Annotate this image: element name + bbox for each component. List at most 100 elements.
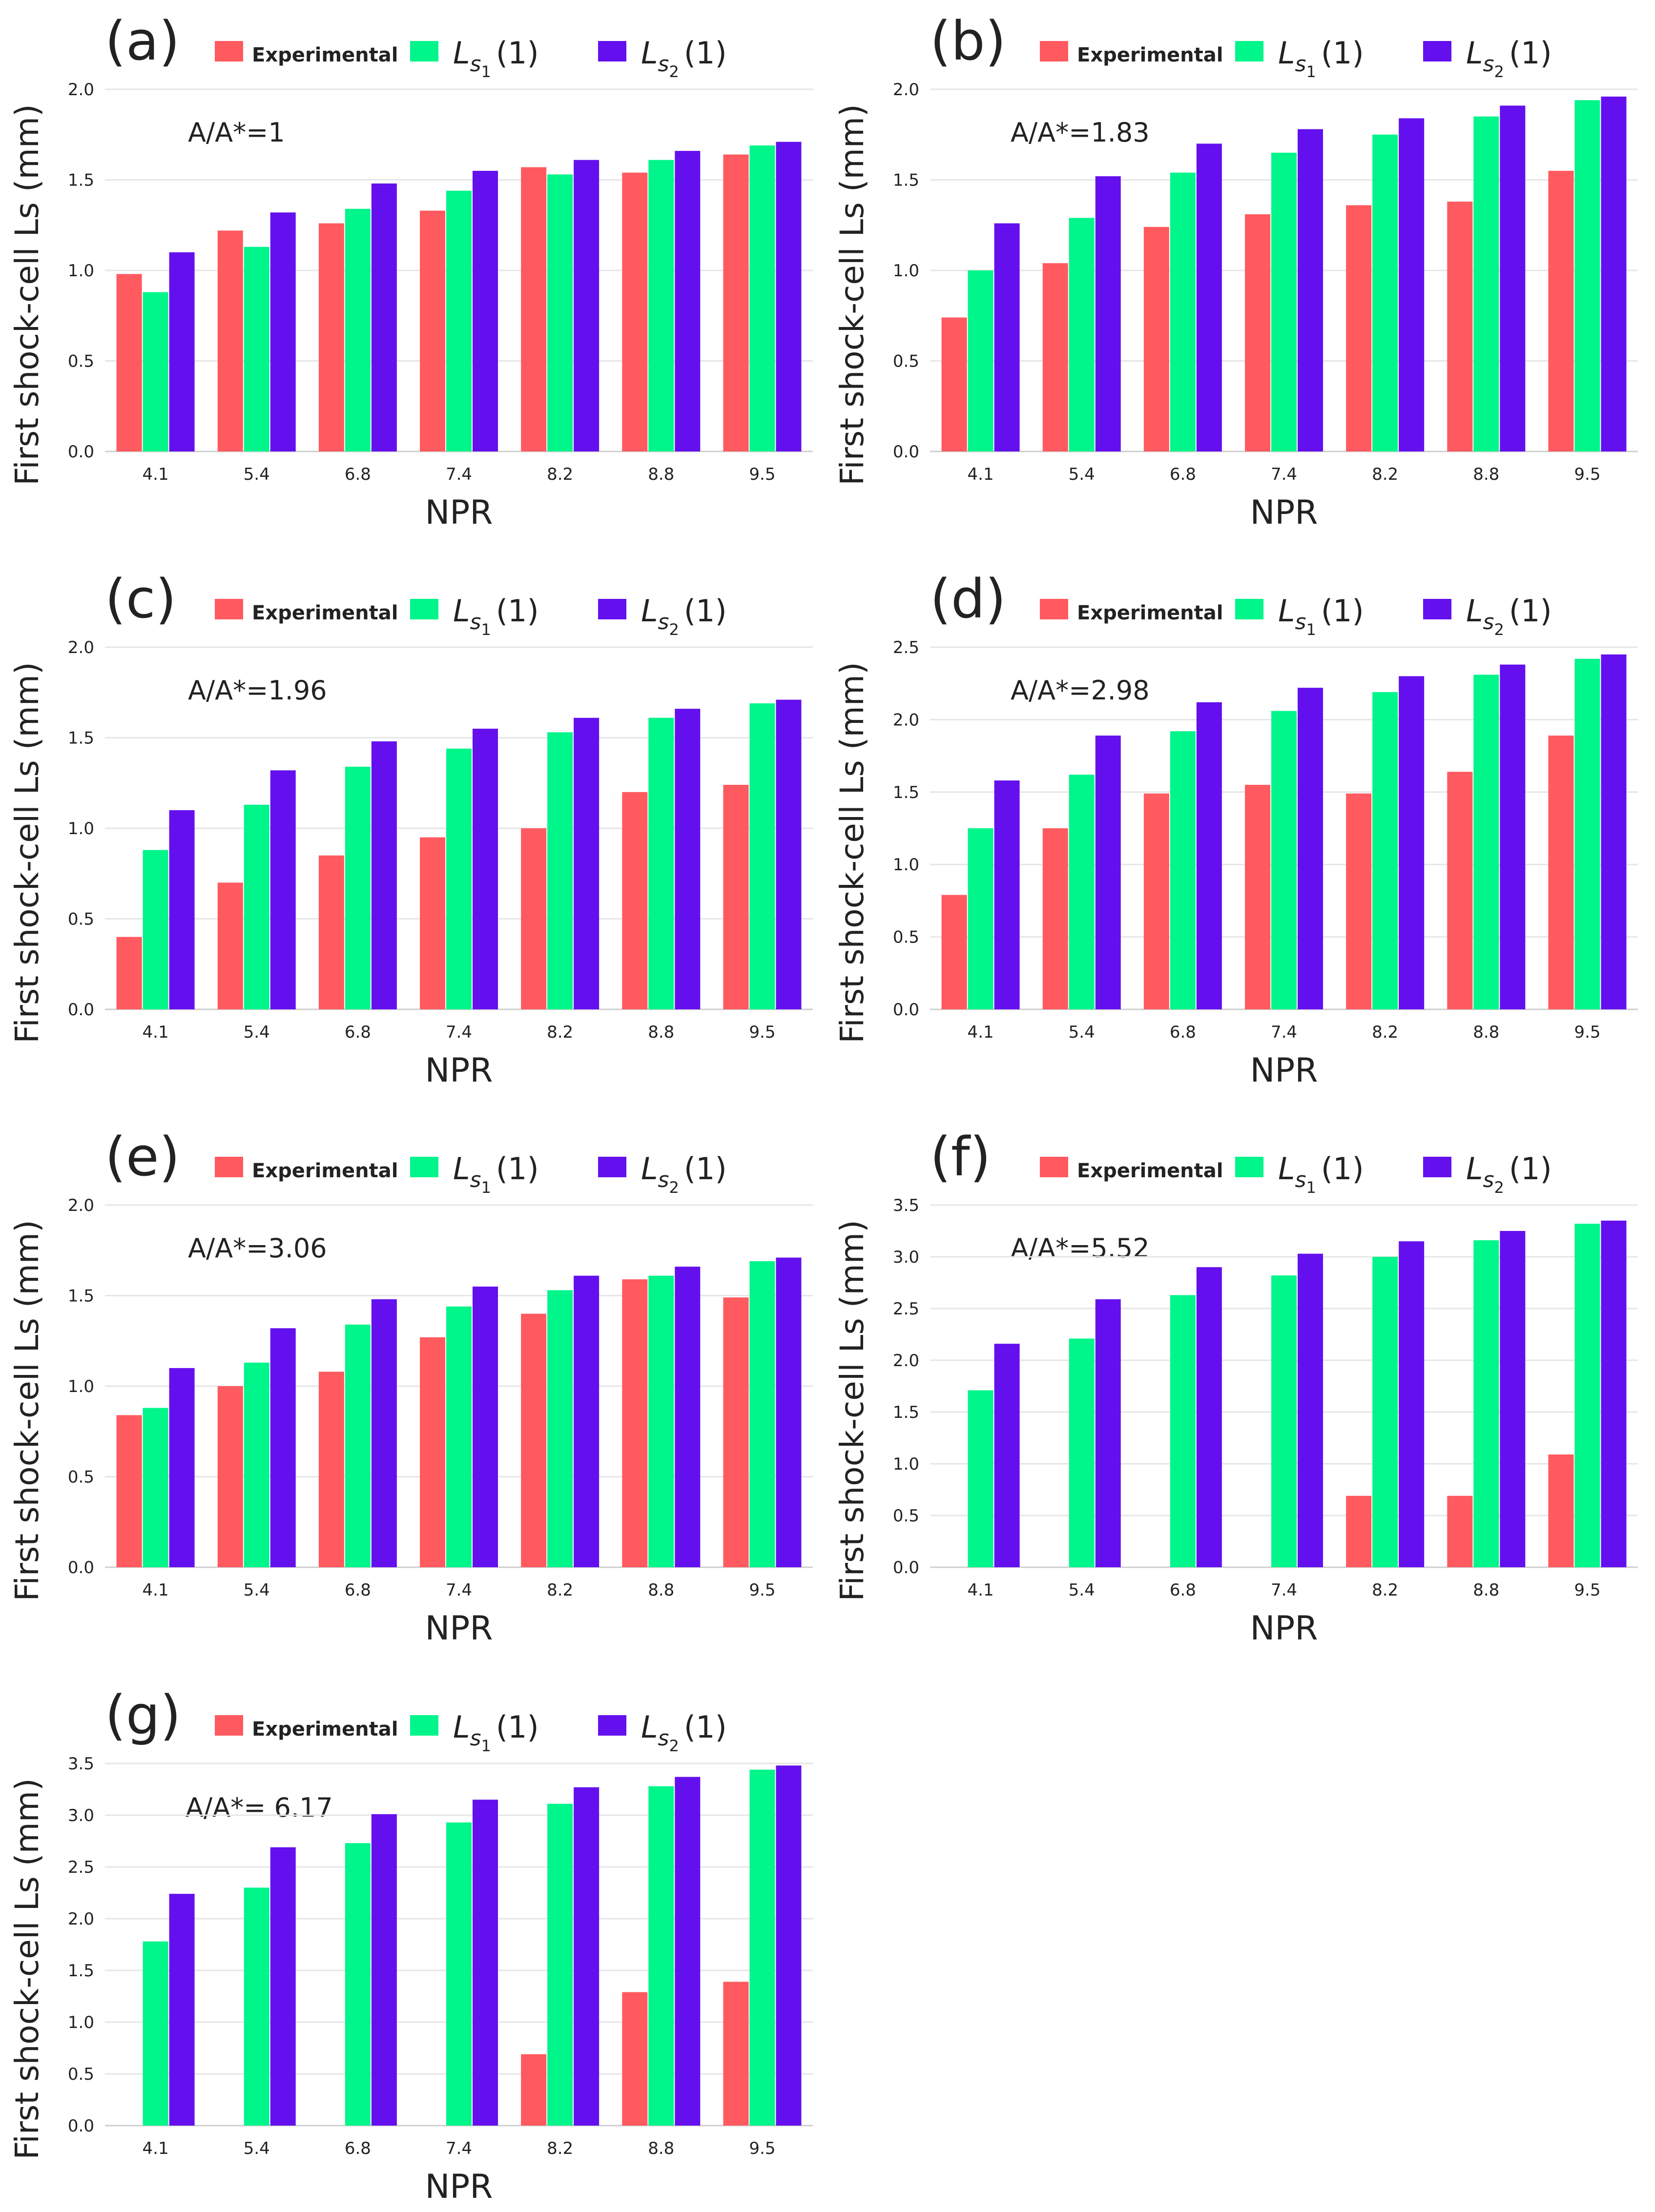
bar-experimental-7.4 [420, 837, 445, 1009]
legend-math-sub: s [1295, 52, 1306, 77]
bar-ls2-9.5 [776, 1765, 802, 2126]
annotation: A/A*= 6.17 [186, 1792, 333, 1823]
y-tick-label: 1.0 [893, 855, 919, 875]
legend-math-sub: s [658, 1726, 669, 1751]
y-tick-label: 2.5 [893, 1299, 919, 1319]
bar-experimental-9.5 [1548, 1454, 1574, 1567]
y-tick-label: 1.0 [68, 819, 94, 839]
bar-ls1-9.5 [749, 1769, 775, 2126]
legend-swatch-experimental [1040, 41, 1068, 61]
bar-ls1-4.1 [143, 1941, 168, 2126]
x-tick-label: 9.5 [749, 1580, 775, 1600]
x-tick-label: 8.2 [1372, 1023, 1398, 1042]
bar-experimental-8.2 [1346, 1495, 1372, 1567]
bar-ls1-8.8 [648, 160, 674, 451]
legend-math-arg: (1) [1509, 35, 1552, 71]
legend-label-experimental: Experimental [1077, 44, 1223, 66]
bar-experimental-9.5 [723, 1297, 749, 1567]
legend-swatch-experimental [215, 1715, 243, 1736]
chart-panel-5: (f) Experimental Ls1(1) Ls2(1)A/A*=5.520.00… [833, 1126, 1638, 1648]
legend-math-base: L [453, 1151, 470, 1187]
legend-label-experimental: Experimental [1077, 1160, 1223, 1182]
y-tick-label: 0.0 [68, 442, 94, 462]
bar-ls2-4.1 [169, 810, 195, 1009]
legend-math-arg: (1) [684, 35, 727, 71]
bar-ls2-5.4 [270, 1328, 296, 1567]
legend-math-subsub: 2 [669, 62, 679, 81]
legend-math-sub: s [1483, 1167, 1494, 1192]
chart-panel-6: (g) Experimental Ls1(1) Ls2(1)A/A*= 6.170.0… [8, 1684, 813, 2206]
legend-math-subsub: 1 [481, 1178, 491, 1197]
x-tick-label: 7.4 [1271, 465, 1297, 484]
bar-ls1-4.1 [968, 828, 993, 1009]
legend-label-ls2: Ls2 (1) [1466, 35, 1552, 81]
bar-ls1-6.8 [345, 208, 371, 451]
legend-label-ls1: Ls1 (1) [453, 1151, 539, 1197]
bar-ls2-9.5 [776, 142, 802, 452]
bar-experimental-8.8 [622, 1992, 648, 2126]
legend-math-subsub: 2 [1494, 62, 1504, 81]
bar-ls1-4.1 [968, 270, 993, 451]
legend-swatch-ls1 [410, 599, 438, 619]
legend-swatch-experimental [215, 599, 243, 619]
x-tick-label: 9.5 [1574, 1580, 1600, 1600]
y-tick-label: 2.0 [68, 1196, 94, 1215]
bar-ls2-4.1 [994, 780, 1020, 1009]
y-axis-title: First shock-cell Ls (mm) [8, 104, 46, 486]
x-tick-label: 7.4 [446, 2139, 472, 2158]
legend-label-ls2: Ls2 (1) [641, 593, 727, 639]
annotation: A/A*=2.98 [1011, 675, 1150, 706]
legend-math-base: L [453, 1709, 470, 1745]
bar-ls1-9.5 [1574, 1224, 1600, 1567]
bar-experimental-9.5 [1548, 736, 1574, 1009]
legend-math-subsub: 2 [669, 1178, 679, 1197]
bar-ls2-5.4 [1095, 176, 1121, 452]
x-tick-label: 8.8 [648, 1580, 674, 1600]
bar-experimental-8.8 [1447, 1495, 1473, 1567]
bar-experimental-8.2 [521, 828, 547, 1009]
x-tick-label: 6.8 [345, 1023, 371, 1042]
legend-swatch-ls1 [1235, 1157, 1263, 1177]
bar-ls1-5.4 [244, 246, 269, 451]
x-tick-label: 4.1 [143, 2139, 169, 2158]
x-tick-label: 5.4 [244, 1023, 270, 1042]
legend-math-subsub: 2 [669, 1737, 679, 1755]
bar-ls2-6.8 [1196, 1267, 1222, 1567]
legend-math-arg: (1) [1509, 593, 1552, 629]
bar-experimental-8.2 [521, 2054, 547, 2126]
y-tick-label: 0.0 [68, 1558, 94, 1577]
x-tick-label: 8.8 [648, 2139, 674, 2158]
y-tick-label: 1.0 [68, 2013, 94, 2032]
bar-experimental-5.4 [217, 230, 243, 451]
legend-swatch-ls2 [598, 1157, 626, 1177]
legend-math-sub: s [1295, 610, 1306, 635]
bar-ls2-7.4 [1298, 129, 1323, 451]
legend-math-sub: s [658, 52, 669, 77]
bar-ls2-7.4 [1298, 688, 1323, 1009]
y-tick-label: 0.0 [893, 442, 919, 462]
y-tick-label: 2.5 [893, 638, 919, 657]
y-tick-label: 0.0 [893, 1000, 919, 1020]
y-tick-label: 2.0 [68, 1909, 94, 1929]
bar-ls2-4.1 [994, 1344, 1020, 1567]
legend-math-base: L [641, 1151, 658, 1187]
legend-math-sub: s [658, 610, 669, 635]
legend-math-base: L [453, 35, 470, 71]
legend-math-arg: (1) [1509, 1151, 1552, 1187]
legend-math-subsub: 1 [481, 620, 491, 639]
x-tick-label: 9.5 [749, 465, 775, 484]
x-axis-title: NPR [1250, 1609, 1318, 1648]
x-tick-label: 6.8 [1170, 1580, 1196, 1600]
bar-ls2-8.2 [1399, 1241, 1425, 1567]
bar-ls2-6.8 [1196, 702, 1222, 1009]
y-tick-label: 0.5 [68, 910, 94, 929]
y-tick-label: 2.0 [893, 710, 919, 730]
bar-ls2-7.4 [473, 1286, 498, 1567]
legend-swatch-ls2 [598, 1715, 626, 1736]
x-tick-label: 7.4 [446, 1023, 472, 1042]
bar-ls1-7.4 [446, 748, 472, 1009]
bar-ls2-5.4 [270, 770, 296, 1009]
legend-math-sub: s [658, 1167, 669, 1192]
y-tick-label: 1.5 [68, 1961, 94, 1981]
